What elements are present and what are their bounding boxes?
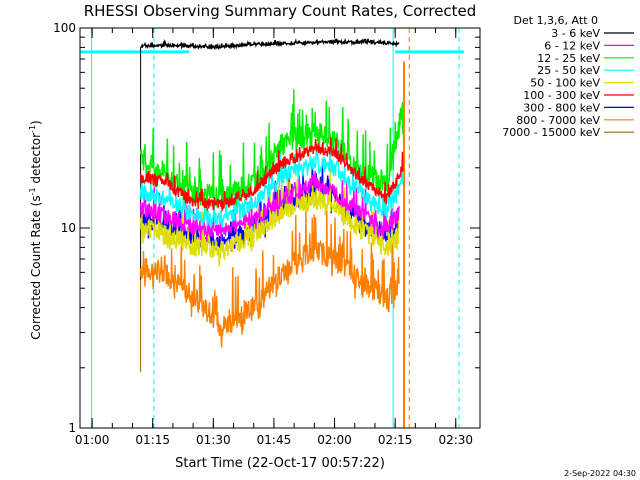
legend-label: 7000 - 15000 keV <box>502 126 600 139</box>
series-line <box>139 169 400 267</box>
series-line <box>140 37 400 51</box>
series-line <box>139 137 404 213</box>
legend-label: 3 - 6 keV <box>551 27 600 40</box>
legend-label: 300 - 800 keV <box>523 101 600 114</box>
legend-label: 12 - 25 keV <box>537 52 600 65</box>
x-tick-label: 01:30 <box>196 433 231 447</box>
plot-area: 1 10 100 01:00 01:15 01:30 01:45 02:00 02:15 02:3… <box>53 21 481 447</box>
y-tick-label: 10 <box>61 221 76 235</box>
y-axis-label: Corrected Count Rate (s-1 detector-1) <box>28 120 43 339</box>
series-line <box>139 170 400 242</box>
legend-label: 50 - 100 keV <box>530 77 600 90</box>
x-tick-label: 02:15 <box>378 433 413 447</box>
legend-label: 25 - 50 keV <box>537 64 600 77</box>
timestamp: 2-Sep-2022 04:30 <box>564 469 636 478</box>
x-axis-label: Start Time (22-Oct-17 00:57:22) <box>175 456 385 471</box>
legend-title: Det 1,3,6, Att 0 <box>514 14 598 27</box>
legend-label: 100 - 300 keV <box>523 89 600 102</box>
x-tick-label: 01:45 <box>257 433 292 447</box>
x-tick-label: 02:00 <box>317 433 352 447</box>
y-tick-label: 1 <box>68 421 76 435</box>
x-tick-label: 02:30 <box>438 433 473 447</box>
x-tick-label: 01:00 <box>75 433 110 447</box>
chart-title: RHESSI Observing Summary Count Rates, Co… <box>84 2 477 20</box>
legend-label: 800 - 7000 keV <box>516 114 600 127</box>
x-tick-label: 01:15 <box>135 433 170 447</box>
series-line <box>139 144 404 228</box>
legend-label: 6 - 12 keV <box>544 39 600 52</box>
y-tick-label: 100 <box>53 21 76 35</box>
series-line <box>139 209 400 348</box>
